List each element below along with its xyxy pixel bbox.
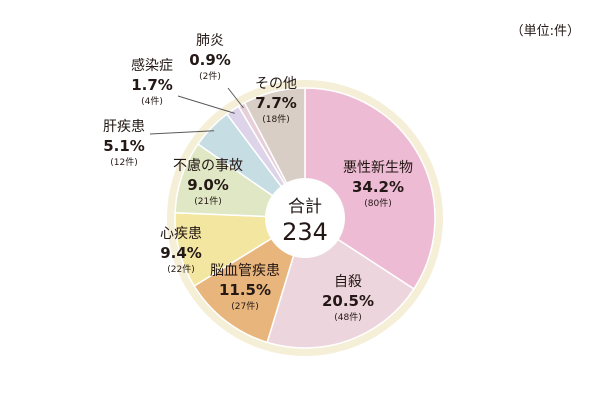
slice-percent: 1.7% — [131, 76, 173, 94]
leader-line — [227, 87, 244, 109]
unit-note: （単位:件） — [510, 24, 580, 39]
slice-label: 心疾患 — [160, 226, 202, 242]
slice-percent: 7.7% — [255, 94, 297, 112]
slice-label: 感染症 — [131, 57, 173, 74]
slice-label: 肺炎 — [196, 33, 224, 49]
slice-percent: 11.5% — [219, 281, 271, 299]
slice-label: 悪性新生物 — [343, 160, 413, 176]
slice-count: (27件) — [231, 300, 258, 312]
pie-slice — [193, 216, 307, 344]
slice-percent: 5.1% — [103, 137, 145, 155]
slice-count: (4件) — [141, 95, 163, 107]
slice-count: (2件) — [199, 70, 221, 82]
slice-percent: 0.9% — [189, 51, 231, 69]
slice-count: (18件) — [262, 113, 289, 125]
slice-label: 肝疾患 — [103, 119, 145, 135]
slice-label: その他 — [255, 76, 297, 92]
slice-count: (21件) — [194, 195, 221, 207]
slice-percent: 9.4% — [160, 244, 202, 262]
slice-percent: 34.2% — [352, 178, 404, 196]
slice-label: 脳血管疾患 — [210, 263, 280, 279]
slice-count: (12件) — [110, 156, 137, 168]
slice-count: (80件) — [364, 197, 391, 209]
center-label: 合計 — [288, 197, 322, 217]
center-hole — [265, 178, 345, 258]
slice-percent: 9.0% — [187, 176, 229, 194]
slice-label: 不慮の事故 — [173, 158, 243, 174]
slice-count: (22件) — [167, 263, 194, 275]
slice-count: (48件) — [334, 311, 361, 323]
slice-percent: 20.5% — [322, 292, 374, 310]
slice-label: 自殺 — [334, 274, 362, 290]
leader-line — [177, 95, 235, 114]
center-total: 234 — [282, 218, 328, 246]
leader-line — [149, 130, 215, 135]
